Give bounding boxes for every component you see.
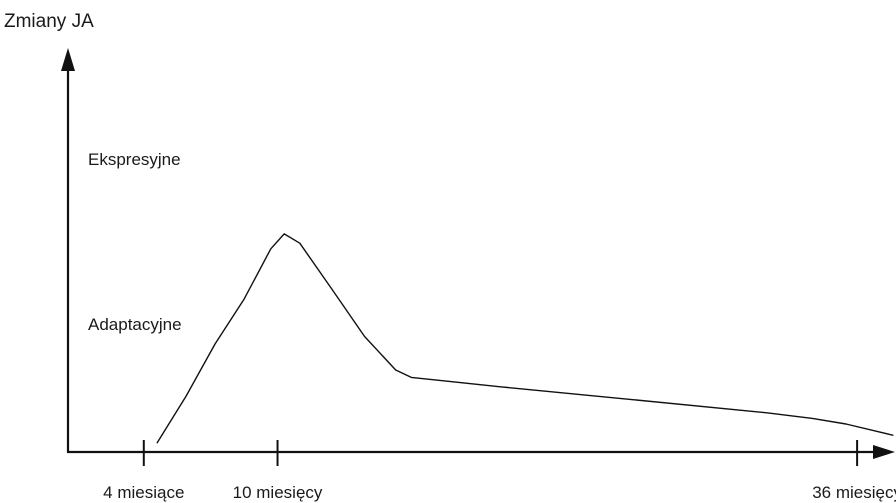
series-group <box>156 233 894 444</box>
x-tick-label: 10 miesięcy <box>233 483 323 502</box>
x-ticks: 4 miesiące 10 miesięcy 36 miesięcy <box>103 440 896 502</box>
x-axis-arrow <box>873 445 895 459</box>
level-label-ekspresyjne: Ekspresyjne <box>88 150 181 169</box>
level-label-adaptacyjne: Adaptacyjne <box>88 315 182 334</box>
x-tick-label: 36 miesięcy <box>812 483 896 502</box>
y-axis-arrow <box>61 48 75 71</box>
series-line-0 <box>156 233 894 444</box>
x-tick-label: 4 miesiące <box>103 483 184 502</box>
axes <box>61 48 895 459</box>
y-axis-label: Zmiany JA <box>4 11 94 32</box>
